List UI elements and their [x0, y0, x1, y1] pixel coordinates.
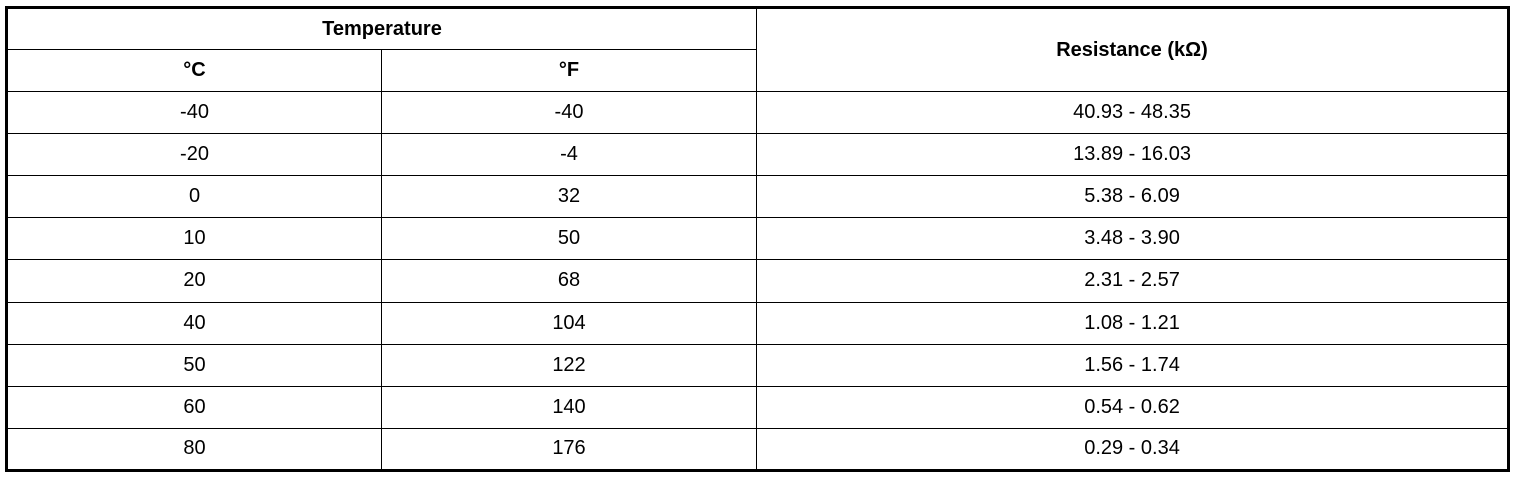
table-row: -20 -4 13.89 - 16.03: [6, 133, 1510, 177]
celsius-cell: 60: [6, 385, 382, 429]
resistance-cell: 40.93 - 48.35: [756, 90, 1510, 135]
table-row: 80 176 0.29 - 0.34: [6, 427, 1510, 472]
fahrenheit-cell: 32: [380, 175, 758, 219]
celsius-cell: -40: [6, 90, 382, 135]
header-fahrenheit: °F: [380, 49, 758, 92]
fahrenheit-cell: 50: [380, 217, 758, 261]
celsius-cell: 40: [6, 301, 382, 345]
celsius-cell: -20: [6, 133, 382, 177]
resistance-cell: 0.54 - 0.62: [756, 385, 1510, 429]
fahrenheit-cell: -4: [380, 133, 758, 177]
resistance-cell: 0.29 - 0.34: [756, 427, 1510, 472]
header-celsius: °C: [6, 49, 382, 92]
resistance-cell: 13.89 - 16.03: [756, 133, 1510, 177]
resistance-cell: 2.31 - 2.57: [756, 259, 1510, 303]
fahrenheit-cell: 68: [380, 259, 758, 303]
celsius-cell: 20: [6, 259, 382, 303]
celsius-cell: 80: [6, 427, 382, 472]
table-row: 20 68 2.31 - 2.57: [6, 259, 1510, 303]
resistance-cell: 3.48 - 3.90: [756, 217, 1510, 261]
fahrenheit-cell: -40: [380, 90, 758, 135]
resistance-cell: 5.38 - 6.09: [756, 175, 1510, 219]
table-row: 40 104 1.08 - 1.21: [6, 301, 1510, 345]
resistance-cell: 1.08 - 1.21: [756, 301, 1510, 345]
fahrenheit-cell: 176: [380, 427, 758, 472]
resistance-table: Temperature Resistance (kΩ) °C °F -40 -40…: [5, 6, 1511, 472]
celsius-cell: 0: [6, 175, 382, 219]
fahrenheit-cell: 104: [380, 301, 758, 345]
fahrenheit-cell: 122: [380, 343, 758, 387]
table-row: 10 50 3.48 - 3.90: [6, 217, 1510, 261]
header-temperature: Temperature: [5, 7, 758, 50]
resistance-cell: 1.56 - 1.74: [756, 343, 1510, 387]
table-row: 0 32 5.38 - 6.09: [6, 175, 1510, 219]
header-resistance: Resistance (kΩ): [756, 7, 1510, 92]
fahrenheit-cell: 140: [380, 385, 758, 429]
celsius-cell: 10: [6, 217, 382, 261]
table-row: 50 122 1.56 - 1.74: [6, 343, 1510, 387]
table-row: 60 140 0.54 - 0.62: [6, 385, 1510, 429]
table-row: -40 -40 40.93 - 48.35: [6, 90, 1510, 135]
celsius-cell: 50: [6, 343, 382, 387]
